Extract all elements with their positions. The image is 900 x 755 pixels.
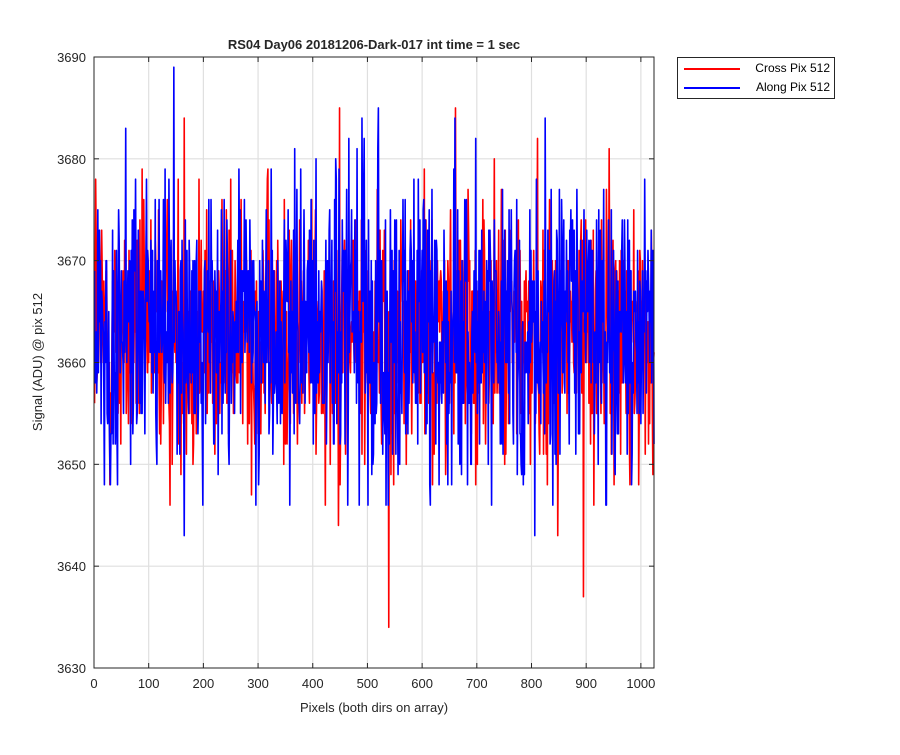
y-tick-label: 3640 xyxy=(57,559,86,574)
series-line-along xyxy=(93,66,655,537)
chart-title: RS04 Day06 20181206-Dark-017 int time = … xyxy=(228,37,520,52)
legend-label-along: Along Pix 512 xyxy=(755,80,830,94)
legend-entry-cross: Cross Pix 512 xyxy=(678,60,836,78)
legend-swatch-cross xyxy=(684,68,740,70)
x-tick-label: 0 xyxy=(90,676,97,691)
legend: Cross Pix 512 Along Pix 512 xyxy=(677,57,835,99)
x-tick-label: 900 xyxy=(575,676,597,691)
x-tick-label: 400 xyxy=(302,676,324,691)
x-tick-label: 600 xyxy=(411,676,433,691)
y-axis-label: Signal (ADU) @ pix 512 xyxy=(30,293,45,431)
x-tick-label: 500 xyxy=(357,676,379,691)
y-tick-label: 3630 xyxy=(57,661,86,676)
x-tick-label: 700 xyxy=(466,676,488,691)
x-tick-label: 200 xyxy=(193,676,215,691)
ticks: 0 100 200 300 400 500 600 700 800 900 1000 3630 3640… xyxy=(57,50,655,691)
series-layer xyxy=(93,66,655,629)
y-tick-label: 3650 xyxy=(57,457,86,472)
x-axis-label: Pixels (both dirs on array) xyxy=(300,700,448,715)
legend-swatch-along xyxy=(684,87,740,89)
x-tick-label: 800 xyxy=(521,676,543,691)
y-tick-label: 3660 xyxy=(57,356,86,371)
y-tick-label: 3680 xyxy=(57,152,86,167)
x-tick-label: 100 xyxy=(138,676,160,691)
x-tick-label: 300 xyxy=(247,676,269,691)
y-tick-label: 3670 xyxy=(57,254,86,269)
legend-entry-along: Along Pix 512 xyxy=(678,79,836,97)
y-tick-label: 3690 xyxy=(57,50,86,65)
x-tick-label: 1000 xyxy=(626,676,655,691)
legend-label-cross: Cross Pix 512 xyxy=(755,61,830,75)
